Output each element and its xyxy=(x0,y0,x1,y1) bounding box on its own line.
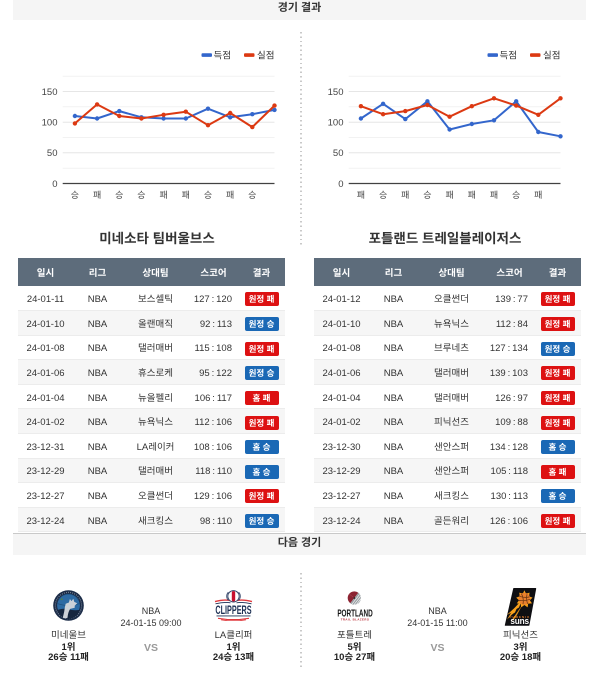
svg-text:패: 패 xyxy=(182,188,190,201)
svg-text:실점: 실점 xyxy=(543,48,560,62)
svg-text:패: 패 xyxy=(93,188,101,201)
svg-text:승: 승 xyxy=(71,188,79,201)
svg-text:PHOENIX: PHOENIX xyxy=(510,615,531,619)
svg-text:패: 패 xyxy=(445,188,453,201)
svg-text:승: 승 xyxy=(423,188,431,201)
svg-text:패: 패 xyxy=(490,188,498,201)
svg-text:0: 0 xyxy=(52,176,57,190)
svg-text:50: 50 xyxy=(333,145,344,159)
svg-text:득점: 득점 xyxy=(500,48,517,62)
svg-text:100: 100 xyxy=(328,115,344,129)
svg-text:실점: 실점 xyxy=(257,48,274,62)
svg-text:패: 패 xyxy=(226,188,234,201)
svg-text:PORTLAND: PORTLAND xyxy=(337,607,372,619)
svg-text:suns: suns xyxy=(510,616,529,626)
svg-text:패: 패 xyxy=(534,188,542,201)
svg-text:승: 승 xyxy=(248,188,256,201)
svg-text:승: 승 xyxy=(379,188,387,201)
svg-text:승: 승 xyxy=(512,188,520,201)
svg-text:득점: 득점 xyxy=(214,48,231,62)
svg-text:TRAIL BLAZERS: TRAIL BLAZERS xyxy=(341,618,370,622)
svg-text:150: 150 xyxy=(328,84,344,98)
svg-text:패: 패 xyxy=(159,188,167,201)
svg-text:100: 100 xyxy=(42,115,58,129)
svg-text:패: 패 xyxy=(468,188,476,201)
svg-text:CLIPPERS: CLIPPERS xyxy=(215,604,252,617)
svg-text:승: 승 xyxy=(137,188,145,201)
svg-text:패: 패 xyxy=(401,188,409,201)
svg-text:승: 승 xyxy=(204,188,212,201)
svg-text:패: 패 xyxy=(357,188,365,201)
svg-text:150: 150 xyxy=(42,84,58,98)
svg-text:0: 0 xyxy=(338,176,343,190)
svg-text:50: 50 xyxy=(47,145,58,159)
svg-text:승: 승 xyxy=(115,188,123,201)
